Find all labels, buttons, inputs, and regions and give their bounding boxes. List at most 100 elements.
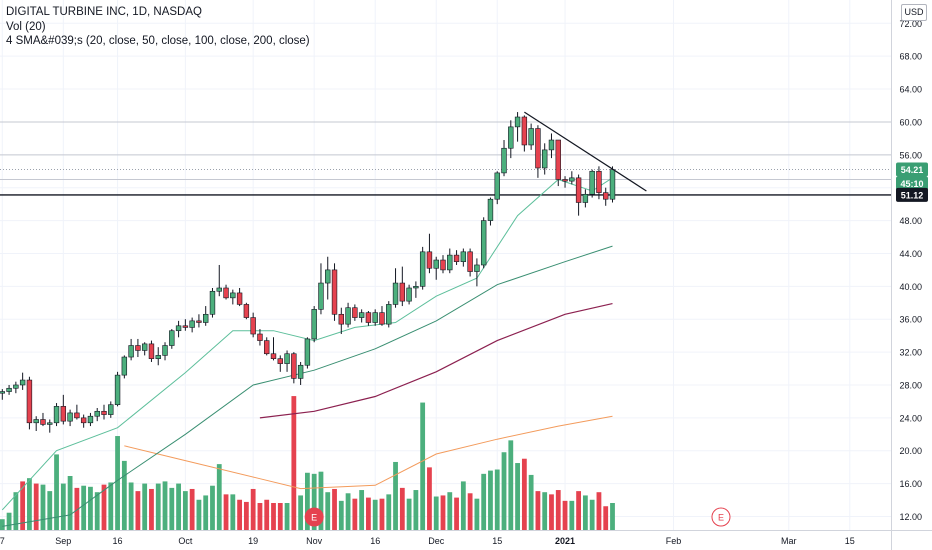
crosshair-price-tag-bg [896,187,928,202]
volume-bar [101,484,107,530]
trend-line[interactable] [524,111,647,192]
volume-bar [366,497,371,530]
candle-body [386,304,392,325]
candle-body [521,116,528,146]
y-tick-label: 20.00 [899,446,922,456]
y-tick-label: 12.00 [899,512,922,522]
candle-body [304,338,311,366]
volume-bar [121,460,127,530]
candle-body [230,292,236,299]
candle-body [569,177,575,182]
volume-bar [399,487,405,530]
earnings-marker[interactable] [711,507,731,527]
volume-bars [0,396,615,530]
volume-bar [88,486,93,530]
volume-bar [6,512,12,530]
x-tick-label: 15 [492,536,502,546]
candle-body [67,412,73,422]
candle-body [148,343,155,359]
candle-body [250,317,256,335]
y-axis-ticks: 12.00 16.00 20.00 24.00 28.00 32.00 36.00 40.00… [899,19,922,522]
candle-body [87,415,94,424]
sma-indicator-label[interactable]: 4 SMA&#039;s (20, close, 50, close, 100,… [6,35,310,47]
candle-body [284,353,290,364]
volume-bar [562,500,568,530]
candle-body [33,419,39,424]
candle-body [175,325,182,332]
volume-bar [488,470,493,530]
volume-bar [318,471,324,530]
candle-body [596,170,602,193]
candle-body [487,198,494,221]
candle-body [433,259,439,269]
candle-body [453,254,460,262]
volume-bar [47,491,53,530]
volume-indicator-label[interactable]: Vol (20) [6,21,46,33]
x-tick-label: 19 [248,536,258,546]
x-tick-label: Mar [781,536,797,546]
x-tick-label: Nov [306,536,323,546]
volume-bar [305,472,310,530]
candle-body [480,220,487,266]
volume-bar [467,493,473,530]
last-price-tag: 54.21 [901,165,924,175]
volume-bar [393,461,398,530]
y-tick-label: 24.00 [899,413,922,423]
candle-body [291,353,297,379]
volume-bar [359,490,365,530]
trendline [524,111,647,192]
earnings-marker-label: E [718,513,724,523]
volume-bar [345,493,351,530]
candle-body [47,422,53,425]
volume-bar [216,464,222,530]
volume-bar [535,491,541,530]
volume-bar [243,501,249,530]
candle-body [358,312,365,318]
volume-bar [149,488,154,530]
volume-bar [454,497,459,530]
candle-body [589,170,595,195]
volume-bar [284,503,290,530]
candle-body [236,292,243,305]
volume-bar [182,491,188,530]
candle-body [514,116,521,128]
volume-bar [67,476,73,530]
volume-bar [115,436,120,530]
earnings-marker[interactable] [304,507,324,527]
candle-body [60,406,67,422]
candle-body [406,287,412,302]
candle-body [155,355,161,359]
sma-200-line [124,415,613,490]
volume-bar [0,519,5,530]
candle-body [325,269,331,284]
volume-bar [481,473,487,530]
candle-body [264,340,270,355]
candle-body [182,325,189,328]
candle-body [203,313,209,323]
candle-body [372,312,378,323]
volume-bar [162,481,168,530]
candle-body [460,251,467,262]
y-tick-label: 72.00 [899,19,922,29]
volume-bar [372,499,378,530]
volume-bar [142,483,148,530]
volume-bar [298,495,304,530]
crosshair-price-tag: 51.12 [901,190,924,200]
candle-body [426,251,433,269]
x-tick-label: 16 [113,536,123,546]
currency-button[interactable]: USD [901,4,927,21]
volume-bar [311,473,317,530]
candle-body [603,192,609,200]
x-tick-label: 2021 [555,536,575,546]
volume-bar [250,488,256,530]
countdown-tag: 45:10 [900,179,923,189]
candle-body [474,264,480,272]
volume-bar [338,500,344,530]
volume-bar [128,482,134,530]
chart-title: DIGITAL TURBINE INC, 1D, NASDAQ [6,6,202,18]
horizontal-levels [0,121,891,196]
volume-bar [169,487,175,530]
